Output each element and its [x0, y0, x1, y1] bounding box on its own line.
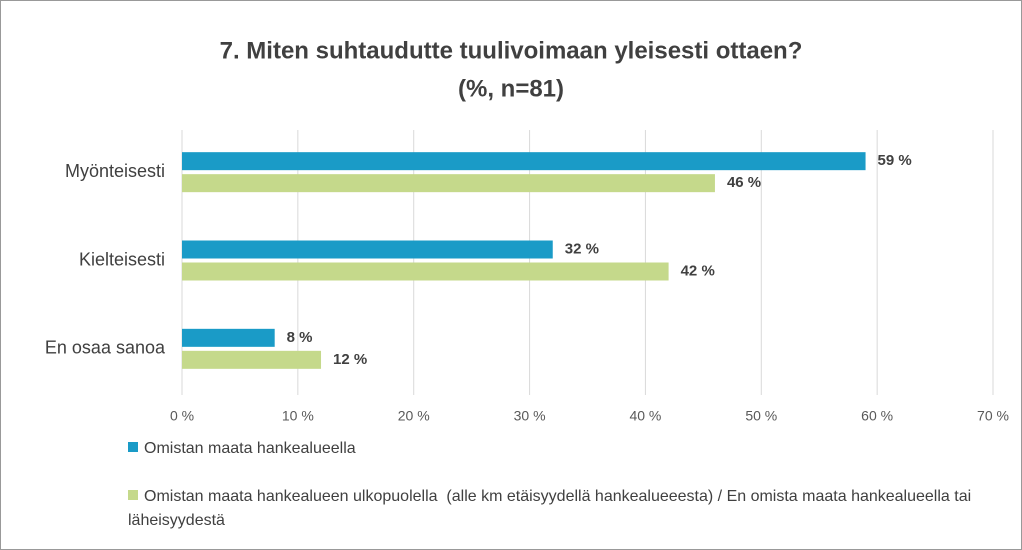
bar: [182, 240, 553, 259]
chart-title: 7. Miten suhtaudutte tuulivoimaan yleise…: [220, 37, 803, 64]
bar: [182, 328, 275, 347]
legend-item: Omistan maata hankealueella: [128, 437, 1008, 461]
y-tick-label: Myönteisesti: [65, 161, 165, 181]
legend-label: Omistan maata hankealueella: [144, 440, 356, 457]
bar: [182, 262, 669, 281]
bar: [182, 174, 715, 193]
x-tick-label: 60 %: [861, 408, 893, 424]
x-tick-label: 0 %: [170, 408, 194, 424]
chart-title: (%, n=81): [458, 75, 564, 102]
x-tick-label: 10 %: [282, 408, 314, 424]
legend-label: Omistan maata hankealueen ulkopuolella (…: [128, 488, 976, 529]
legend-swatch: [128, 490, 138, 500]
bar: [182, 350, 322, 369]
x-tick-label: 30 %: [514, 408, 546, 424]
value-label: 46 %: [727, 174, 761, 191]
x-tick-label: 20 %: [398, 408, 430, 424]
value-label: 42 %: [681, 262, 715, 279]
legend-item: Omistan maata hankealueen ulkopuolella (…: [128, 485, 1008, 533]
value-label: 32 %: [565, 240, 599, 257]
x-tick-label: 50 %: [745, 408, 777, 424]
y-tick-label: Kielteisesti: [79, 249, 165, 269]
x-tick-label: 70 %: [977, 408, 1009, 424]
legend-swatch: [128, 442, 138, 452]
x-tick-label: 40 %: [629, 408, 661, 424]
value-label: 8 %: [287, 329, 313, 346]
value-label: 12 %: [333, 351, 367, 368]
y-tick-label: En osaa sanoa: [45, 338, 166, 358]
bar: [182, 152, 866, 171]
value-label: 59 %: [878, 152, 912, 169]
